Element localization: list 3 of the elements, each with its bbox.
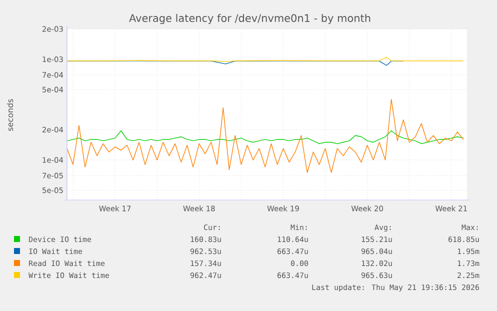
line-series: [67, 99, 464, 173]
chart-title: Average latency for /dev/nvme0n1 - by month: [129, 14, 370, 24]
line-series: [67, 130, 464, 144]
